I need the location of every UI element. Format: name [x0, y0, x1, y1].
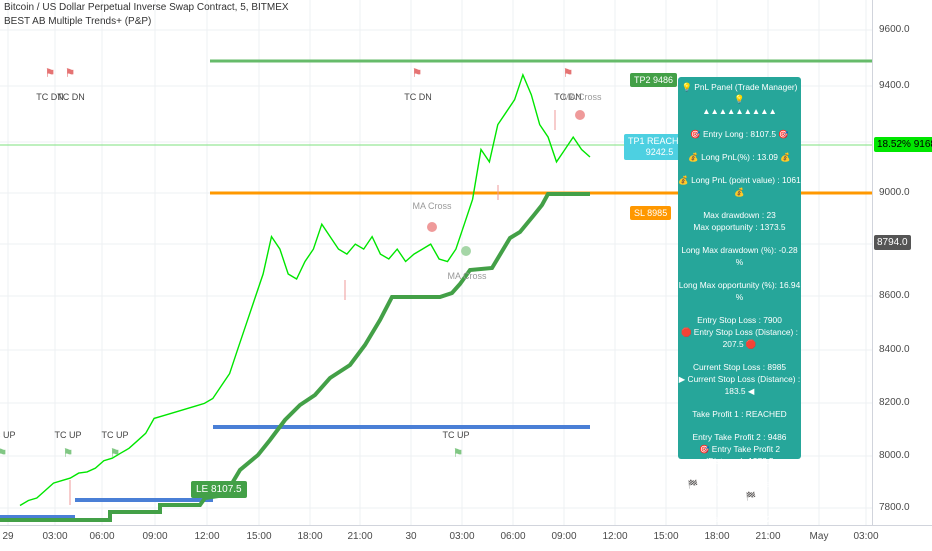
pnl-row: Entry Stop Loss : 7900 [697, 315, 782, 325]
time-tick-label: 15:00 [246, 531, 272, 542]
pnl-row: Max drawdown : 23 [703, 210, 776, 220]
pnl-row: 🛑 Entry Stop Loss (Distance) : 207.5 🛑 [680, 327, 799, 349]
tc-up-label: TC UP [54, 430, 82, 440]
price-tick-label: 8600.0 [879, 290, 910, 301]
pnl-row: Entry Risk/Reward TP2 : 6.64 [684, 514, 795, 524]
pnl-row: 🏁 Current TP2 (Distance) : 317.5 🏁 [687, 479, 792, 501]
pnl-row: 💡 PnL Panel (Trade Manager) 💡 [681, 82, 798, 104]
time-tick-label: 06:00 [500, 531, 526, 542]
flag-red-icon: ⚑ [411, 66, 423, 80]
pnl-row: ▶ Current Stop Loss (Distance) : 183.5 ◀ [678, 374, 801, 396]
price-tick-label: 8400.0 [879, 344, 910, 355]
ma-cross-label: MA Cross [412, 201, 452, 211]
time-tick-label: 03:00 [42, 531, 68, 542]
flag-red-icon: ⚑ [64, 66, 76, 80]
price-tick-label: 9400.0 [879, 80, 910, 91]
pnl-row: Entry Take Profit 2 : 9486 [692, 432, 787, 442]
price-tick-label: 8000.0 [879, 450, 910, 461]
time-tick-label: 21:00 [347, 531, 373, 542]
ma-cross-dot-red-2 [575, 110, 585, 120]
time-tick-label: 18:00 [297, 531, 323, 542]
tc-dn-label: TC DN [404, 92, 432, 102]
flag-green-icon: ⚑ [452, 446, 464, 460]
ma-cross-dot-red [427, 222, 437, 232]
pnl-row: ▲▲▲▲▲▲▲▲▲ [702, 106, 777, 116]
tc-up-label: TC UP [101, 430, 129, 440]
time-tick-label: 12:00 [602, 531, 628, 542]
time-tick-label: 30 [405, 531, 417, 542]
price-tick-label: 7800.0 [879, 502, 910, 513]
pnl-row: 💰 Long PnL (point value) : 1061 💰 [678, 175, 801, 197]
price-tick-label: 9600.0 [879, 24, 910, 35]
ma-cross-dot-green [461, 246, 471, 256]
sl-badge: SL 8985 [630, 206, 672, 220]
tp1-badge-line2: 9242.5 [645, 147, 674, 157]
time-tick-label: 09:00 [142, 531, 168, 542]
tc-up-label: TC UP [442, 430, 470, 440]
time-tick-label: May [809, 531, 829, 542]
time-tick-label: 18:00 [704, 531, 730, 542]
time-tick-label: 09:00 [551, 531, 577, 542]
trend-stop-line [0, 192, 590, 522]
pnl-row: Current Stop Loss : 8985 [692, 362, 787, 372]
pnl-row: Take Profit 1 : REACHED [692, 409, 787, 419]
pnl-row: Long Max opportunity (%): 16.94 % [678, 280, 801, 302]
ma-cross-label: MA Cross [562, 92, 602, 102]
pnl-row: 🎯 Entry Long : 8107.5 🎯 [690, 129, 789, 139]
flag-green-icon: ⚑ [0, 446, 8, 460]
time-tick-label: 06:00 [89, 531, 115, 542]
ma-cross-label: MA Cross [447, 271, 487, 281]
tc-up-label: TC UP [0, 430, 16, 440]
time-tick-label: 03:00 [853, 531, 879, 542]
time-tick-label: 15:00 [653, 531, 679, 542]
time-axis[interactable]: 29 03:00 06:00 09:00 12:00 15:00 18:00 21:00 30 0… [0, 525, 932, 551]
flag-red-icon: ⚑ [44, 66, 56, 80]
price-axis[interactable]: 9600.09400.09200.09000.08600.08400.08200… [872, 0, 932, 525]
flag-green-icon: ⚑ [62, 446, 74, 460]
chart-title: Bitcoin / US Dollar Perpetual Inverse Sw… [4, 2, 289, 13]
time-tick-label: 29 [2, 531, 14, 542]
tc-dn-label: TC DN [554, 92, 582, 102]
tp2-badge: TP2 9486 [630, 73, 678, 87]
flag-red-icon: ⚑ [562, 66, 574, 80]
flag-green-icon: ⚑ [109, 446, 121, 460]
indicator-title: BEST AB Multiple Trends+ (P&P) [4, 16, 152, 27]
marker-price-box: 8794.0 [874, 235, 911, 250]
pnl-row: Max opportunity : 1373.5 [693, 222, 786, 232]
tc-dn-label: TC DN [57, 92, 85, 102]
time-tick-label: 03:00 [449, 531, 475, 542]
pnl-row: 💰 Long PnL(%) : 13.09 💰 [688, 152, 791, 162]
price-tick-label: 9000.0 [879, 187, 910, 198]
price-series [19, 72, 591, 507]
time-tick-label: 21:00 [755, 531, 781, 542]
price-tick-label: 8200.0 [879, 397, 910, 408]
tc-dn-label: TC DN [36, 92, 64, 102]
le-badge: LE 8107.5 [191, 481, 247, 498]
price-chart[interactable]: Bitcoin / US Dollar Perpetual Inverse Sw… [0, 0, 872, 525]
tp1-badge-line1: TP1 REACHED [628, 136, 692, 146]
current-pct: 18.52% [877, 139, 911, 150]
pnl-row: Long Max drawdown (%): -0.28 % [681, 245, 798, 267]
pnl-row: 🎯 Entry Take Profit 2 (Distance): 1378.5 [698, 444, 781, 466]
time-tick-label: 12:00 [194, 531, 220, 542]
pnl-panel: 💡 PnL Panel (Trade Manager) 💡 ▲▲▲▲▲▲▲▲▲ 🎯 … [678, 77, 801, 524]
